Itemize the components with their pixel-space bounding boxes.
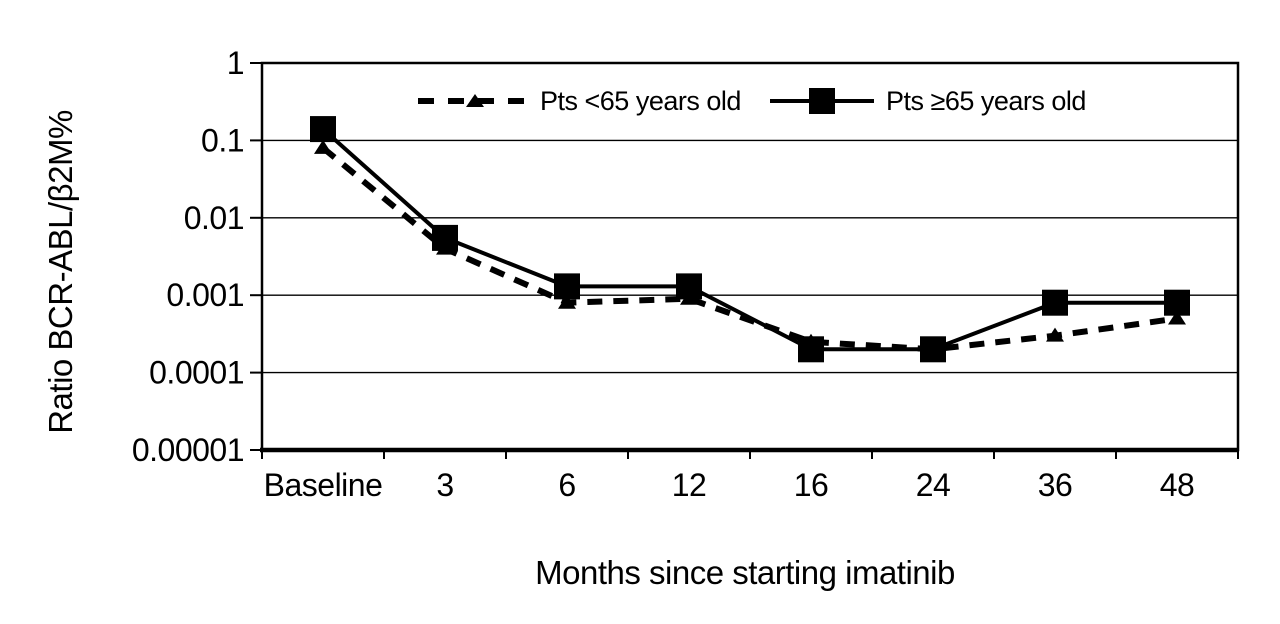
y-tick-label: 1 [227, 45, 244, 81]
y-axis-title: Ratio BCR-ABL/β2M% [42, 110, 79, 434]
data-point-triangle [558, 294, 576, 309]
series-line-over-65 [321, 127, 1177, 352]
legend-label-under-65: Pts <65 years old [540, 86, 741, 116]
x-tick-label: 3 [436, 467, 453, 503]
data-point-square [554, 273, 580, 300]
legend-marker-triangle [466, 94, 484, 107]
legend: Pts <65 years old Pts ≥65 years old [418, 86, 1086, 116]
data-point-triangle [1046, 327, 1064, 342]
plot-border [260, 61, 1240, 452]
y-tick-label: 0.0001 [149, 355, 244, 391]
legend-marker-square [809, 88, 835, 114]
x-tick-label: 6 [558, 467, 575, 503]
series-line-under-65 [321, 145, 1178, 353]
data-point-square [920, 336, 946, 363]
x-tick-label: Baseline [264, 467, 383, 503]
data-point-square [1164, 289, 1190, 316]
x-tick-label: 24 [916, 467, 951, 503]
y-tick-label: 0.001 [166, 277, 244, 313]
x-tick-label: 48 [1160, 467, 1195, 503]
y-tick-label: 0.00001 [132, 432, 244, 468]
data-point-triangle [1168, 310, 1186, 325]
x-tick-label: 12 [672, 467, 707, 503]
y-tick-label: 0.01 [184, 200, 244, 236]
data-point-square [1042, 289, 1068, 316]
legend-label-over-65: Pts ≥65 years old [886, 86, 1086, 116]
data-point-square [798, 336, 824, 363]
x-tick-label: 36 [1038, 467, 1073, 503]
x-axis-title: Months since starting imatinib [535, 554, 955, 591]
data-point-triangle [314, 139, 332, 154]
data-point-square [310, 116, 336, 143]
y-tick-label: 0.1 [201, 122, 244, 158]
data-point-square [676, 273, 702, 300]
data-point-square [432, 224, 458, 251]
x-tick-label: 16 [794, 467, 829, 503]
